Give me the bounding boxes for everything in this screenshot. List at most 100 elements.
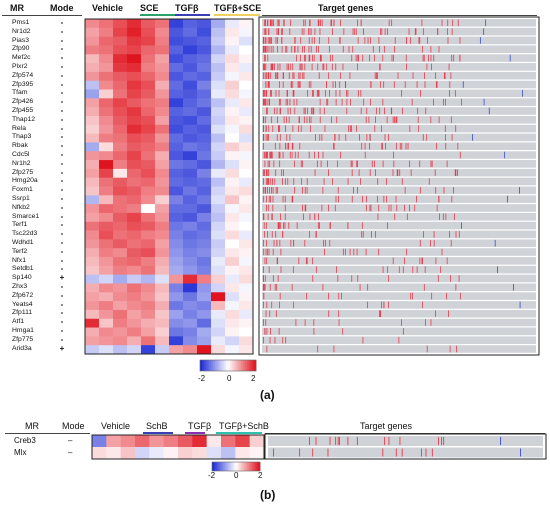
target-tick-red [288,116,290,124]
target-tick-red [332,81,334,88]
target-tick-red [292,266,294,273]
mode-sign: - [60,326,64,335]
target-tick-red [268,178,270,185]
heat-cell [127,265,142,275]
target-tick-red [366,195,368,203]
heat-cell [155,230,170,240]
target-tick-red [314,151,316,159]
colorbar-b-step [220,462,222,471]
target-tick-red [321,134,323,141]
heat-cell [183,71,198,82]
heat-cell [225,274,240,284]
target-tick-red [423,54,425,62]
heat-cell [127,318,142,328]
colorbar-b-step [215,462,218,471]
target-tick-red [283,222,284,229]
target-tick-red [263,292,265,300]
target-tick-red [371,231,372,238]
target-tick-red [276,134,278,141]
target-tick-red [265,28,267,35]
heat-cell [183,318,198,328]
target-tick-red [264,169,265,176]
target-tick-red [376,72,377,80]
heat-cell [155,265,170,275]
target-tick-red [313,328,315,335]
target-tick-red [309,213,311,221]
target-tick-red [418,37,420,44]
heat-cell [225,71,240,82]
target-tick-red [278,222,280,229]
target-tick-red [276,72,278,80]
heat-cell [141,27,156,37]
target-tick-red [291,81,292,88]
regulator-label: Hmg20a [12,177,38,185]
target-tick-red [426,345,428,353]
target-tick-red [267,19,269,27]
heat-cell [99,309,114,320]
heat-cell-b [163,447,179,460]
heat-cell [141,115,156,126]
target-tick-red [349,248,351,256]
colorbar-b-step [236,462,238,471]
heat-cell [85,204,100,214]
target-tick-red [441,248,443,256]
heat-cell [197,309,212,320]
heat-cell [99,107,114,117]
target-tick-red [387,266,389,273]
colorbar-a-step [235,360,238,371]
target-tick-red [300,160,302,168]
target-tick-red [367,37,369,44]
target-tick-red [263,19,265,27]
target-tick-red [279,81,281,88]
mode-sign: - [60,62,64,71]
target-row-bar [262,177,536,186]
target-tick-red [263,283,264,291]
target-row-bar [262,160,536,168]
target-tick-red [323,178,325,185]
heat-cell [169,345,184,355]
target-tick-red [307,90,309,97]
target-tick-red [304,45,305,53]
colorbar-b-step [239,462,242,471]
target-tick-red [292,142,294,150]
mode-sign: - [60,53,64,63]
target-tick-red [356,160,358,168]
target-tick-red [359,283,361,291]
heat-cell [155,151,170,161]
target-tick-red [297,45,299,53]
heat-cell [85,19,100,29]
target-tick-red [393,54,394,62]
heat-cell [197,327,212,337]
regulator-label: Zfp275 [12,168,34,176]
target-tick-red [285,142,287,150]
heat-cell [183,133,198,143]
heat-cell [211,36,226,46]
target-tick-red [313,319,315,326]
target-tick-red [448,63,450,71]
heat-cell [99,89,114,99]
heat-cell [99,63,114,73]
target-tick-red [418,125,420,132]
heat-cell [113,160,128,170]
target-tick-red [425,107,427,115]
colorbar-b-step [240,462,243,471]
heat-cell [169,71,184,82]
heat-cell [99,212,114,223]
heat-cell-b [135,435,150,448]
target-tick-red [276,239,278,247]
colorbar-b-step [247,462,250,471]
target-tick-red [340,19,342,27]
target-tick-red [276,187,278,194]
colorbar-b-step [253,462,256,471]
target-row-bar [262,124,536,133]
target-tick-red [380,81,382,88]
target-tick-red [338,292,340,300]
target-tick-red [377,213,379,221]
target-tick-red [298,81,300,88]
heat-cell-b [221,447,236,460]
target-tick-red [265,125,267,132]
target-tick-red [264,19,266,27]
target-tick-red [369,134,371,141]
heat-cell-b [206,435,222,448]
mode-sign: - [60,246,64,256]
